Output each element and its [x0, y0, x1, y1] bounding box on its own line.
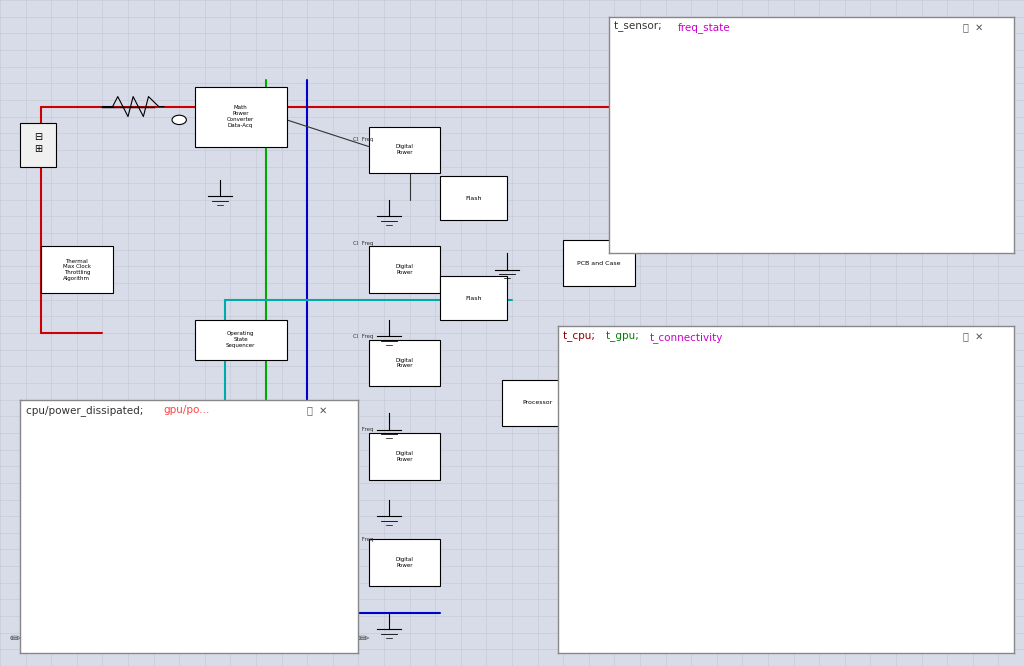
- Text: t_cpu;: t_cpu;: [563, 332, 598, 342]
- Text: ✏: ✏: [583, 632, 595, 647]
- Text: 📌  ✕: 📌 ✕: [963, 332, 983, 342]
- Bar: [440, 276, 507, 320]
- Text: ⊟
⊞: ⊟ ⊞: [35, 133, 42, 154]
- Bar: [20, 123, 56, 166]
- Text: Flash: Flash: [465, 196, 482, 200]
- Bar: [369, 539, 440, 586]
- Text: cpu/power_dissipated;: cpu/power_dissipated;: [26, 405, 146, 416]
- Text: 📌  ✕: 📌 ✕: [963, 22, 983, 32]
- Text: Cl  Freq: Cl Freq: [353, 537, 374, 542]
- Text: Math
Power
Converter
Data-Acq: Math Power Converter Data-Acq: [227, 105, 254, 128]
- Bar: [502, 380, 573, 426]
- Text: Cl  Freq: Cl Freq: [353, 240, 374, 246]
- Bar: [563, 240, 635, 286]
- Text: Digital
Power: Digital Power: [395, 358, 414, 368]
- Text: ✏: ✏: [9, 632, 22, 647]
- Text: Processor: Processor: [522, 400, 553, 406]
- Text: PCB and Case: PCB and Case: [578, 260, 621, 266]
- Y-axis label: Temperature (deg: Temperature (deg: [617, 38, 627, 119]
- Y-axis label: C_ Temperature (degC): C_ Temperature (degC): [571, 432, 581, 537]
- Text: Operating
State
Sequencer: Operating State Sequencer: [226, 332, 255, 348]
- Text: Thermal
Max Clock
Throttling
Algorithm: Thermal Max Clock Throttling Algorithm: [62, 258, 91, 281]
- Text: Cl  Freq: Cl Freq: [353, 137, 374, 143]
- Text: ✏: ✏: [357, 632, 370, 647]
- Text: t_gpu;: t_gpu;: [606, 332, 642, 342]
- Text: gpu/po...: gpu/po...: [164, 405, 210, 415]
- Text: Digital
Power: Digital Power: [395, 264, 414, 275]
- Bar: [195, 320, 287, 360]
- Text: Flash: Flash: [465, 296, 482, 300]
- Bar: [369, 246, 440, 293]
- Text: Cl  Freq: Cl Freq: [353, 427, 374, 432]
- Text: Cl  Freq: Cl Freq: [353, 334, 374, 339]
- Text: 📌  ✕: 📌 ✕: [307, 405, 328, 415]
- Circle shape: [638, 348, 652, 358]
- Y-axis label: Power (W): Power (W): [36, 495, 46, 544]
- Text: Digital
Power: Digital Power: [395, 451, 414, 462]
- X-axis label: Time (s): Time (s): [177, 631, 217, 641]
- X-axis label: Time (s): Time (s): [805, 235, 844, 245]
- Bar: [369, 433, 440, 480]
- Bar: [195, 87, 287, 147]
- Text: freq_state: freq_state: [678, 22, 730, 33]
- Text: Digital
Power: Digital Power: [395, 145, 414, 155]
- X-axis label: Time (s): Time (s): [771, 635, 811, 645]
- Bar: [369, 340, 440, 386]
- Y-axis label: Y Data (-): Y Data (-): [624, 137, 633, 179]
- Text: t_connectivity: t_connectivity: [649, 332, 723, 342]
- Text: t_sensor;: t_sensor;: [614, 22, 666, 33]
- Bar: [41, 246, 113, 293]
- Bar: [369, 127, 440, 173]
- Text: Digital
Power: Digital Power: [395, 557, 414, 568]
- Bar: [440, 176, 507, 220]
- Circle shape: [172, 115, 186, 125]
